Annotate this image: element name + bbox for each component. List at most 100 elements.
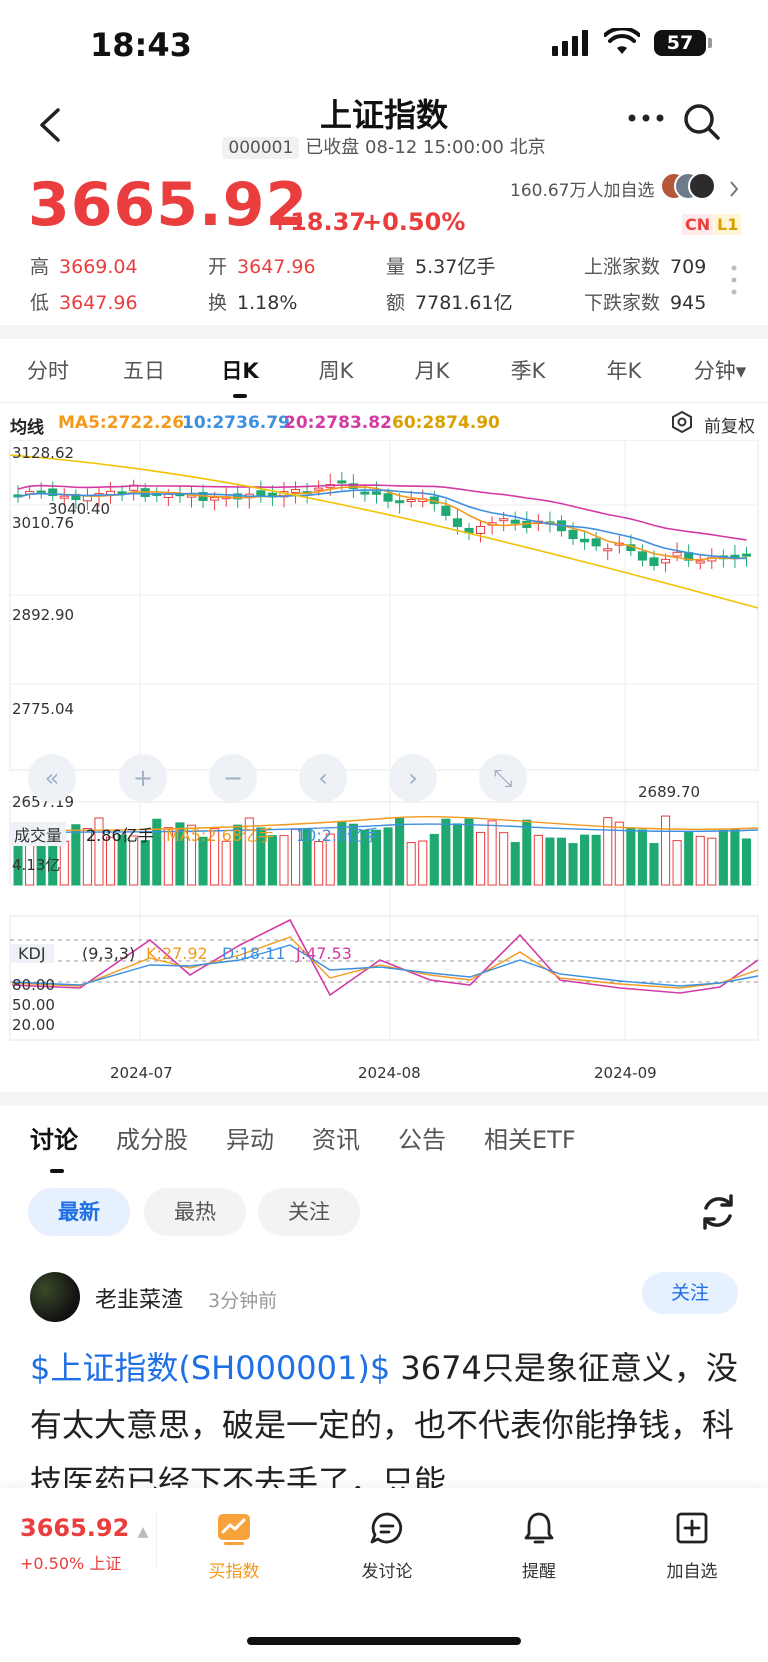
badge-cn[interactable]: CN [682, 214, 714, 235]
tab-intraday[interactable]: 分时 [27, 359, 69, 383]
bottom-price: 3665.92 ▲ [20, 1514, 148, 1542]
tab-quarterly-k[interactable]: 季K [510, 359, 546, 383]
alert-button[interactable]: 提醒 [479, 1508, 599, 1582]
tab-monthly-k[interactable]: 月K [414, 359, 450, 383]
candle [695, 560, 705, 564]
chevron-right-icon[interactable] [728, 180, 740, 198]
scroll-left-button[interactable]: ‹ [299, 754, 347, 802]
zoom-in-button[interactable]: + [119, 754, 167, 802]
chip-latest[interactable]: 最新 [28, 1188, 130, 1236]
candle [661, 558, 671, 564]
tab-discussion[interactable]: 讨论 [30, 1120, 78, 1173]
volume-bar [406, 842, 416, 886]
follower-avatars[interactable] [660, 172, 720, 202]
volume-bar [499, 832, 509, 886]
volume-bar [568, 843, 578, 886]
ma20-legend: 20:2783.82 [284, 413, 392, 433]
refresh-icon[interactable] [698, 1192, 738, 1232]
candle [59, 495, 69, 499]
up-count-label: 上涨家数 [584, 256, 661, 278]
vertical-more-icon[interactable] [730, 264, 738, 296]
volume-bar [152, 818, 162, 886]
open-label: 开 [208, 256, 228, 278]
candle [452, 518, 462, 527]
status-time: 18:43 [90, 26, 192, 64]
volume-ma5-line [11, 816, 759, 832]
add-watchlist-button[interactable]: 加自选 [632, 1508, 752, 1582]
amount-value: 7781.61亿 [415, 292, 513, 314]
volume-bar [129, 835, 139, 886]
buy-index-button[interactable]: 买指数 [174, 1508, 294, 1582]
tab-weekly-k[interactable]: 周K [318, 359, 354, 383]
follow-button[interactable]: 关注 [642, 1272, 738, 1314]
candle [672, 551, 682, 557]
post-username[interactable]: 老韭菜渣 [95, 1288, 184, 1313]
tab-minute[interactable]: 分钟▾ [693, 359, 747, 383]
scroll-right-button[interactable]: › [389, 754, 437, 802]
section-divider [0, 325, 768, 339]
candle [568, 529, 578, 540]
low-marker: 2689.70 [638, 783, 701, 801]
low-value: 3647.96 [59, 292, 138, 314]
tab-news[interactable]: 资讯 [312, 1126, 360, 1154]
market-status: 000001 已收盘 08-12 15:00:00 北京 [0, 133, 768, 159]
kline-chart[interactable] [0, 440, 768, 1090]
price-change: +18.37 [270, 208, 367, 236]
volume-max: 4.13亿 [12, 856, 61, 874]
volume-bar [580, 834, 590, 886]
settings-hex-icon[interactable] [670, 410, 694, 434]
tab-yearly-k[interactable]: 年K [606, 359, 642, 383]
volume-bar [140, 840, 150, 886]
candle [510, 519, 520, 524]
volume-bar [267, 835, 277, 886]
post-time: 3分钟前 [208, 1290, 278, 1312]
volume-bar [163, 827, 173, 886]
ma20-line [17, 484, 747, 541]
volume-bar [603, 817, 613, 886]
open-value: 3647.96 [237, 256, 316, 278]
ma10-line [17, 489, 747, 560]
candle [383, 493, 393, 502]
volume-bar [175, 822, 185, 886]
page-title: 上证指数 [319, 96, 448, 134]
tab-related-etf[interactable]: 相关ETF [484, 1126, 576, 1154]
fullscreen-button[interactable]: ⤡ [479, 754, 527, 802]
tab-constituents[interactable]: 成分股 [116, 1126, 188, 1154]
followers-count: 160.67万人加自选 [510, 181, 655, 201]
volume-bar [510, 842, 520, 886]
add-square-icon [676, 1512, 708, 1544]
zoom-out-button[interactable]: − [209, 754, 257, 802]
candle [395, 500, 405, 504]
scroll-left-fast-button[interactable]: « [28, 754, 76, 802]
tab-daily-k[interactable]: 日K [192, 340, 288, 402]
chip-following[interactable]: 关注 [258, 1188, 360, 1236]
tab-announcements[interactable]: 公告 [398, 1126, 446, 1154]
kdj-title[interactable]: KDJ [10, 944, 54, 963]
candle [210, 496, 220, 501]
volume-bar [106, 836, 116, 886]
post-discussion-button[interactable]: 发讨论 [327, 1508, 447, 1582]
tab-5day[interactable]: 五日 [123, 359, 165, 383]
back-icon[interactable] [30, 100, 70, 150]
volume-title: 成交量 [10, 822, 67, 846]
more-icon[interactable] [627, 112, 665, 124]
badge-l1[interactable]: L1 [714, 214, 742, 235]
alert-label: 提醒 [522, 1562, 556, 1582]
post-content[interactable]: $上证指数(SH000001)$ 3674只是象征意义，没有太大意思，破是一定的… [30, 1340, 740, 1490]
chip-hot[interactable]: 最热 [144, 1188, 246, 1236]
volume-bar [684, 830, 694, 886]
volume-bar [233, 824, 243, 886]
post-stock-link[interactable]: $上证指数(SH000001)$ [30, 1349, 391, 1387]
volume-bar [279, 835, 289, 886]
low-label: 低 [30, 292, 50, 314]
avatar[interactable] [30, 1272, 80, 1322]
bottom-separator [156, 1514, 157, 1566]
bottom-change-value: +0.50% [20, 1554, 85, 1573]
tab-movements[interactable]: 异动 [226, 1126, 274, 1154]
turnover-value: 1.18% [237, 292, 298, 314]
volume-bar [314, 841, 324, 886]
search-icon[interactable] [682, 102, 722, 142]
buy-chart-icon [218, 1514, 250, 1545]
adjust-mode[interactable]: 前复权 [704, 417, 755, 437]
candle [256, 490, 266, 496]
